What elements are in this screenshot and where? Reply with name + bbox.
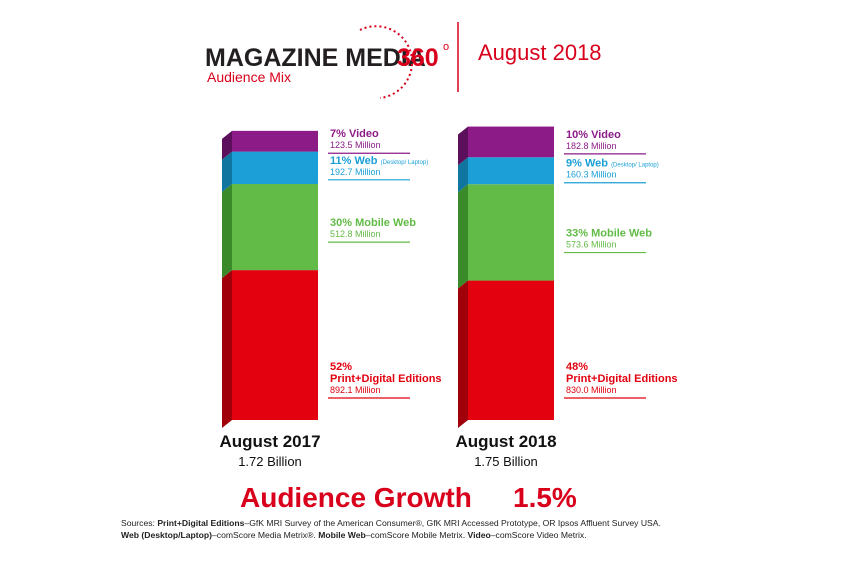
bar-side [222,130,232,160]
value-label: 512.8 Million [330,229,381,239]
share-label: 7% [330,128,346,140]
bar [232,130,318,152]
share-label: 52% [330,361,352,373]
bar [468,184,554,281]
source-part: Web (Desktop/Laptop) [121,530,212,540]
series-name: Video [591,129,621,141]
series-name: Print+Digital Editions [330,373,442,385]
bar [468,280,554,420]
source-part: Print+Digital Editions [157,518,244,528]
value-label: 123.5 Million [330,140,381,150]
bar-side [222,151,232,192]
segment-label: 10% Video [566,129,621,141]
value-label: 182.8 Million [566,141,617,151]
series-name: Mobile Web [591,228,652,240]
bar-side [458,157,468,193]
sources: Sources: Print+Digital Editions–GfK MRI … [121,518,661,540]
series-name: Web [585,158,608,170]
value-label: 192.7 Million [330,167,381,177]
bar-side [222,270,232,428]
segment-label: 52% [330,361,352,373]
series-name: Web [354,155,377,167]
source-part: Video [468,530,491,540]
total-label: 1.72 Billion [238,454,302,469]
source-part: Sources: [121,518,157,528]
bar [468,126,554,158]
value-label: 160.3 Million [566,170,617,180]
source-part: –comScore Video Metrix. [491,530,587,540]
total-label: 1.75 Billion [474,454,538,469]
series-name: Mobile Web [355,217,416,229]
series-note: (Desktop/ Laptop) [381,160,429,166]
segment-label: 33% Mobile Web [566,228,652,240]
share-label: 9% [566,158,582,170]
source-part: –comScore Media Metrix®. [212,530,318,540]
bar [232,151,318,184]
segment-label: 11% Web (Desktop/ Laptop) [330,155,428,167]
subtitle: Audience Mix [207,69,291,85]
category-label: August 2018 [455,432,556,451]
share-label: 30% [330,217,352,229]
series-name: Video [349,128,379,140]
source-part: Mobile Web [318,530,366,540]
source-line: Sources: Print+Digital Editions–GfK MRI … [121,518,661,528]
category-label: August 2017 [219,432,320,451]
brand-number: 360 [397,44,439,72]
series-name: Print+Digital Editions [566,373,678,385]
share-label: 33% [566,228,588,240]
brand-degree: o [443,41,449,53]
bar [232,183,318,271]
segment-label: 7% Video [330,128,379,140]
value-label: 573.6 Million [566,240,617,250]
bar-side [458,126,468,166]
bar [232,270,318,420]
segment-label: 48% [566,361,588,373]
value-label: 830.0 Million [566,385,617,395]
segment-label: 9% Web (Desktop/ Laptop) [566,158,659,170]
source-part: –GfK MRI Survey of the American Consumer… [244,518,660,528]
brand: MAGAZINE MEDIA [205,44,426,72]
series-note: (Desktop/ Laptop) [611,163,659,169]
bar [468,157,554,185]
share-label: 10% [566,129,588,141]
bar-side [458,184,468,289]
bar-side [458,280,468,428]
bar-side [222,183,232,279]
source-line: Web (Desktop/Laptop)–comScore Media Metr… [121,530,587,540]
segment-label: 30% Mobile Web [330,217,416,229]
source-part: –comScore Mobile Metrix. [366,530,468,540]
share-label: 11% [330,155,352,167]
value-label: 892.1 Million [330,385,381,395]
date: August 2018 [478,40,602,65]
share-label: 48% [566,361,588,373]
growth-value: 1.5% [513,482,577,513]
growth-label: Audience Growth [240,482,472,513]
